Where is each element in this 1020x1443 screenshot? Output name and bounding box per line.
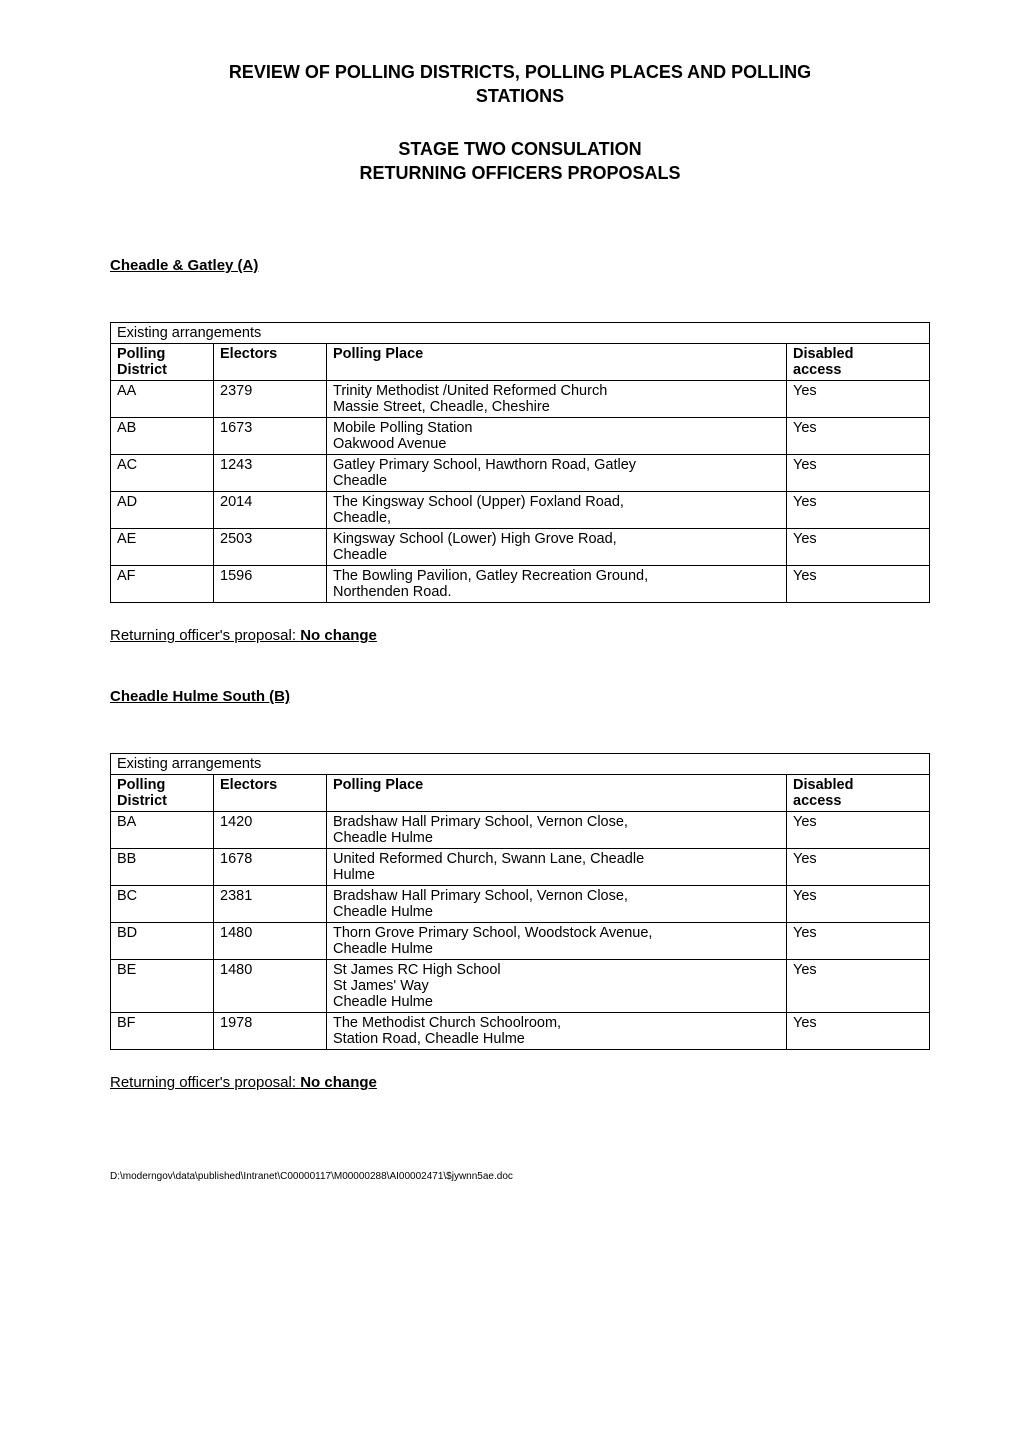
cell-place: Trinity Methodist /United Reformed Churc… <box>327 381 787 418</box>
cell-place: Bradshaw Hall Primary School, Vernon Clo… <box>327 886 787 923</box>
table-caption: Existing arrangements <box>111 323 930 344</box>
table-row: BA1420Bradshaw Hall Primary School, Vern… <box>111 812 930 849</box>
cell-disabled: Yes <box>787 492 930 529</box>
polling-table: Existing arrangementsPollingDistrictElec… <box>110 322 930 603</box>
cell-place: The Methodist Church Schoolroom,Station … <box>327 1013 787 1050</box>
cell-place: United Reformed Church, Swann Lane, Chea… <box>327 849 787 886</box>
table-row: BD1480Thorn Grove Primary School, Woodst… <box>111 923 930 960</box>
table-row: BB1678United Reformed Church, Swann Lane… <box>111 849 930 886</box>
table-row: BF1978The Methodist Church Schoolroom,St… <box>111 1013 930 1050</box>
cell-disabled: Yes <box>787 886 930 923</box>
proposal-line: Returning officer's proposal: No change <box>110 1074 930 1091</box>
proposal-value: No change <box>300 1074 377 1091</box>
cell-electors: 2503 <box>214 529 327 566</box>
cell-pd: AB <box>111 418 214 455</box>
cell-electors: 1243 <box>214 455 327 492</box>
column-header: Disabledaccess <box>787 775 930 812</box>
cell-electors: 1678 <box>214 849 327 886</box>
cell-pd: BE <box>111 960 214 1013</box>
cell-disabled: Yes <box>787 381 930 418</box>
column-header: Polling Place <box>327 775 787 812</box>
cell-pd: BA <box>111 812 214 849</box>
cell-pd: BB <box>111 849 214 886</box>
column-header: PollingDistrict <box>111 775 214 812</box>
page-title: REVIEW OF POLLING DISTRICTS, POLLING PLA… <box>110 60 930 109</box>
title-line-2: STATIONS <box>476 86 564 106</box>
cell-electors: 1673 <box>214 418 327 455</box>
table-row: AA2379Trinity Methodist /United Reformed… <box>111 381 930 418</box>
cell-pd: BC <box>111 886 214 923</box>
cell-place: Mobile Polling StationOakwood Avenue <box>327 418 787 455</box>
column-header: Electors <box>214 344 327 381</box>
cell-pd: BF <box>111 1013 214 1050</box>
proposal-line: Returning officer's proposal: No change <box>110 627 930 644</box>
cell-pd: AC <box>111 455 214 492</box>
cell-disabled: Yes <box>787 849 930 886</box>
table-row: BE1480St James RC High SchoolSt James' W… <box>111 960 930 1013</box>
cell-disabled: Yes <box>787 455 930 492</box>
cell-disabled: Yes <box>787 923 930 960</box>
column-header: Polling Place <box>327 344 787 381</box>
cell-disabled: Yes <box>787 566 930 603</box>
table-row: AC1243Gatley Primary School, Hawthorn Ro… <box>111 455 930 492</box>
section-heading: Cheadle Hulme South (B) <box>110 688 930 705</box>
cell-disabled: Yes <box>787 418 930 455</box>
cell-place: The Bowling Pavilion, Gatley Recreation … <box>327 566 787 603</box>
cell-place: Bradshaw Hall Primary School, Vernon Clo… <box>327 812 787 849</box>
section-heading: Cheadle & Gatley (A) <box>110 257 930 274</box>
table-row: AB1673Mobile Polling StationOakwood Aven… <box>111 418 930 455</box>
cell-disabled: Yes <box>787 1013 930 1050</box>
cell-electors: 2014 <box>214 492 327 529</box>
cell-electors: 2379 <box>214 381 327 418</box>
cell-pd: AA <box>111 381 214 418</box>
column-header: Electors <box>214 775 327 812</box>
cell-electors: 2381 <box>214 886 327 923</box>
cell-pd: BD <box>111 923 214 960</box>
polling-table: Existing arrangementsPollingDistrictElec… <box>110 753 930 1050</box>
proposal-prefix: Returning officer's proposal: <box>110 627 300 644</box>
cell-disabled: Yes <box>787 960 930 1013</box>
cell-place: Thorn Grove Primary School, Woodstock Av… <box>327 923 787 960</box>
cell-electors: 1420 <box>214 812 327 849</box>
column-header: PollingDistrict <box>111 344 214 381</box>
table-row: AD2014The Kingsway School (Upper) Foxlan… <box>111 492 930 529</box>
cell-electors: 1480 <box>214 960 327 1013</box>
subtitle-line-1: STAGE TWO CONSULATION <box>398 139 641 159</box>
page-subtitle: STAGE TWO CONSULATION RETURNING OFFICERS… <box>110 137 930 186</box>
subtitle-line-2: RETURNING OFFICERS PROPOSALS <box>359 163 680 183</box>
column-header: Disabledaccess <box>787 344 930 381</box>
cell-electors: 1480 <box>214 923 327 960</box>
cell-place: Kingsway School (Lower) High Grove Road,… <box>327 529 787 566</box>
footer-path: D:\moderngov\data\published\Intranet\C00… <box>110 1171 930 1182</box>
sections-container: Cheadle & Gatley (A) Existing arrangement… <box>110 257 930 1091</box>
table-caption: Existing arrangements <box>111 754 930 775</box>
proposal-value: No change <box>300 627 377 644</box>
cell-electors: 1978 <box>214 1013 327 1050</box>
cell-place: The Kingsway School (Upper) Foxland Road… <box>327 492 787 529</box>
cell-disabled: Yes <box>787 529 930 566</box>
table-row: BC2381Bradshaw Hall Primary School, Vern… <box>111 886 930 923</box>
proposal-prefix: Returning officer's proposal: <box>110 1074 300 1091</box>
title-line-1: REVIEW OF POLLING DISTRICTS, POLLING PLA… <box>229 62 811 82</box>
cell-disabled: Yes <box>787 812 930 849</box>
table-row: AE2503Kingsway School (Lower) High Grove… <box>111 529 930 566</box>
table-row: AF1596The Bowling Pavilion, Gatley Recre… <box>111 566 930 603</box>
cell-place: St James RC High SchoolSt James' WayChea… <box>327 960 787 1013</box>
cell-pd: AE <box>111 529 214 566</box>
cell-pd: AD <box>111 492 214 529</box>
cell-place: Gatley Primary School, Hawthorn Road, Ga… <box>327 455 787 492</box>
cell-electors: 1596 <box>214 566 327 603</box>
cell-pd: AF <box>111 566 214 603</box>
